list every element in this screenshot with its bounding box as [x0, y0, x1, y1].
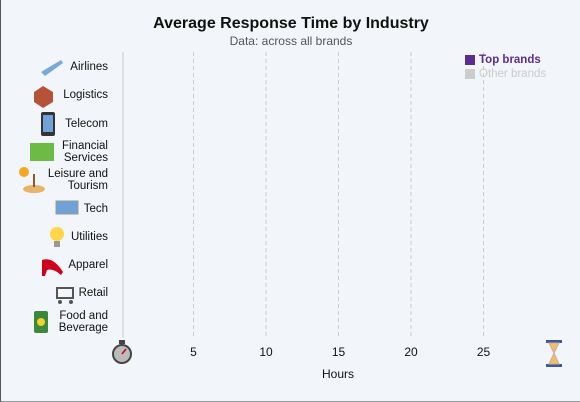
legend-label: Top brands [479, 54, 541, 66]
x-tick-label: 10 [259, 345, 273, 359]
x-tick-label: 15 [332, 345, 346, 359]
y-tick-label: Airlines [70, 61, 108, 73]
y-tick-label: Apparel [68, 259, 108, 272]
icons [19, 60, 79, 333]
x-tick-label: 20 [404, 345, 418, 359]
y-tick-label: Utilities [70, 230, 108, 243]
x-tick-label: 5 [190, 345, 197, 359]
y-tick-label: Financial Services [61, 139, 108, 164]
chart-subtitle: Data: across all brands [230, 34, 353, 48]
legend-label: Other brands [479, 68, 546, 80]
hourglass-icon [546, 340, 562, 367]
y-tick-label: Telecom [65, 117, 108, 130]
x-axis-label: Hours [322, 367, 354, 381]
y-tick-label: Tech [83, 202, 108, 215]
legend-swatch [465, 55, 475, 65]
stopwatch-icon [112, 340, 132, 364]
y-tick-label: Leisure and Tourism [47, 168, 108, 193]
y-tick-label: Retail [78, 287, 108, 300]
x-tick-label: 25 [477, 345, 491, 359]
chart-title: Average Response Time by Industry [153, 15, 429, 32]
legend-swatch [465, 69, 475, 79]
y-tick-label: Logistics [63, 89, 108, 102]
y-tick-label: Food and Beverage [58, 309, 108, 334]
